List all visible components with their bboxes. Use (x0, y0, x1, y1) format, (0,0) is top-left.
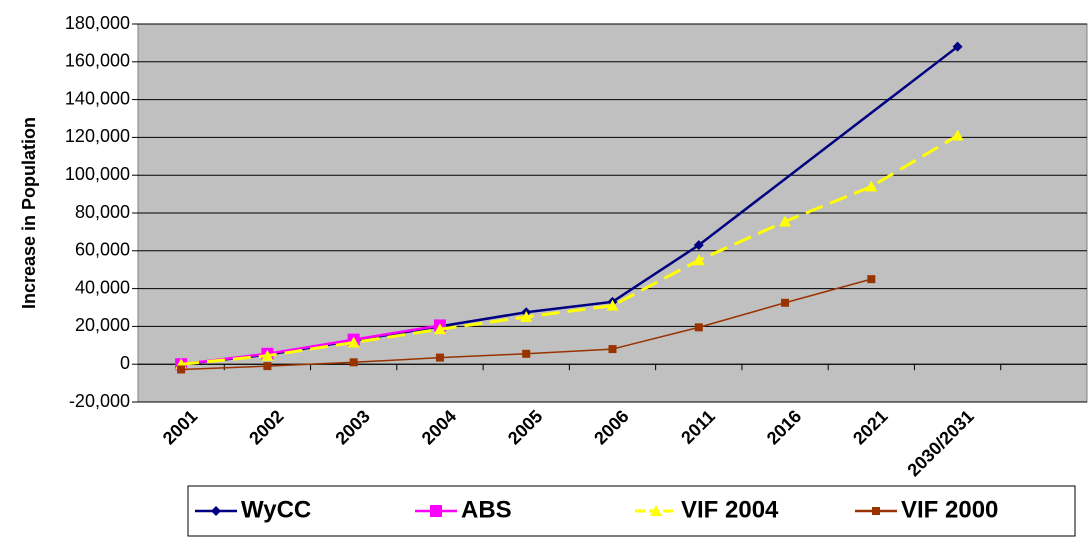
x-tick-label: 2006 (590, 406, 632, 448)
x-tick-label: 2001 (159, 406, 201, 448)
marker (951, 129, 964, 141)
marker (211, 506, 221, 516)
marker (347, 336, 360, 348)
x-tick-label: 2030/2031 (903, 406, 977, 480)
marker (435, 353, 444, 362)
x-tick-label: 2016 (763, 406, 805, 448)
x-tick-label: 2003 (331, 406, 373, 448)
legend-label: VIF 2004 (681, 496, 779, 523)
marker (606, 299, 619, 311)
marker (520, 310, 533, 322)
marker (349, 358, 358, 367)
marker (650, 505, 662, 516)
y-tick-label: -20,000 (69, 391, 130, 411)
marker (865, 180, 878, 192)
y-tick-label: 120,000 (65, 126, 130, 146)
y-tick-label: 60,000 (75, 240, 130, 260)
marker (781, 298, 790, 307)
y-tick-label: 0 (120, 353, 130, 373)
y-tick-label: 40,000 (75, 277, 130, 297)
legend-label: WyCC (241, 496, 311, 523)
y-tick-label: 20,000 (75, 315, 130, 335)
x-tick-label: 2004 (418, 406, 460, 448)
marker (694, 323, 703, 332)
x-tick-label: 2005 (504, 406, 546, 448)
marker (177, 365, 186, 374)
marker (952, 41, 963, 52)
x-tick-label: 2002 (245, 406, 287, 448)
y-tick-label: 160,000 (65, 51, 130, 71)
marker (261, 349, 274, 361)
marker (263, 362, 272, 371)
marker (693, 240, 704, 251)
y-tick-label: 180,000 (65, 13, 130, 33)
marker (430, 505, 442, 517)
legend-label: VIF 2000 (901, 496, 998, 523)
legend (187, 485, 1076, 537)
marker (433, 323, 446, 335)
legend-label: ABS (461, 496, 512, 523)
marker (692, 254, 705, 266)
y-axis-title: Increase in Population (19, 117, 39, 309)
y-tick-label: 100,000 (65, 164, 130, 184)
y-tick-label: 140,000 (65, 88, 130, 108)
marker (872, 507, 880, 515)
marker (867, 275, 876, 284)
y-tick-label: 80,000 (75, 202, 130, 222)
series-line (180, 134, 959, 366)
x-tick-label: 2011 (677, 406, 719, 448)
marker (779, 215, 792, 227)
x-tick-label: 2021 (849, 406, 891, 448)
marker (608, 345, 617, 354)
marker (522, 349, 531, 358)
